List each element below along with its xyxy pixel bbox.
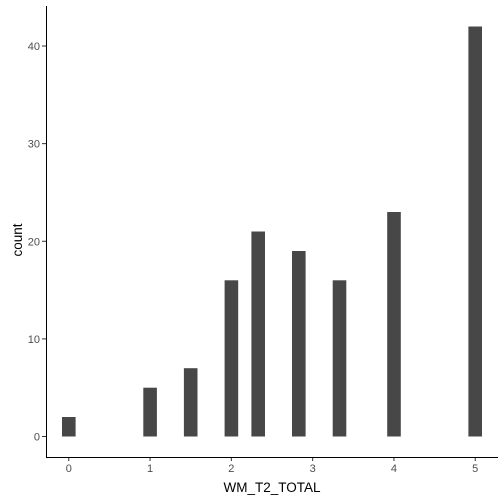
y-tick-label-4: 40	[28, 41, 40, 53]
x-axis-title: WM_T2_TOTAL	[223, 480, 321, 495]
bar-3	[224, 280, 239, 437]
bar-4	[251, 231, 265, 437]
x-axis-ticks: 0 1 2 3 4 5	[66, 457, 478, 475]
bar-7	[387, 212, 401, 437]
y-axis-ticks: 0 10 20 30 40	[28, 41, 46, 444]
bar-2	[183, 368, 198, 437]
y-tick-label-1: 10	[28, 334, 40, 346]
bars-group	[62, 26, 482, 437]
x-tick-label-5: 5	[472, 463, 478, 475]
y-axis-title: count	[10, 223, 25, 256]
bar-8	[468, 26, 482, 437]
bar-6	[332, 280, 347, 437]
x-tick-label-4: 4	[391, 463, 397, 475]
y-tick-label-0: 0	[34, 432, 40, 444]
x-tick-label-2: 2	[228, 463, 234, 475]
y-tick-label-2: 20	[28, 236, 40, 248]
bar-5	[292, 251, 306, 437]
bar-1	[143, 387, 157, 437]
bar-0	[62, 417, 76, 437]
y-tick-label-3: 30	[28, 139, 40, 151]
x-tick-label-0: 0	[66, 463, 72, 475]
x-tick-label-1: 1	[147, 463, 153, 475]
x-tick-label-3: 3	[310, 463, 316, 475]
